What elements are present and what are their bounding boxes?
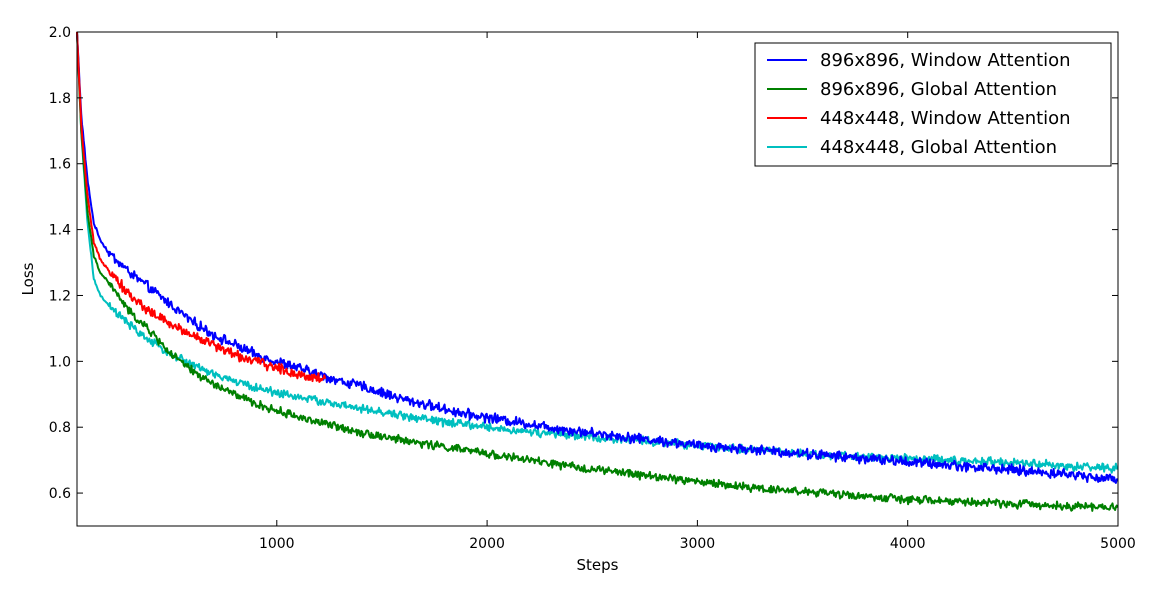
ticks-layer: 1000 2000 3000 4000 5000 0.6 0.8 1.0 1.2 1.4 1.6 1.… [49,25,1136,552]
y-tick-label: 0.6 [49,486,71,502]
x-axis-label: Steps [577,556,619,574]
y-tick-label: 1.6 [49,157,71,173]
x-tick-label: 4000 [890,536,926,552]
legend-entry: 448x448, Window Attention [820,108,1071,129]
series-line-2 [76,31,327,383]
x-tick-label: 5000 [1100,536,1136,552]
y-tick-label: 1.8 [49,91,71,107]
x-tick-label: 2000 [469,536,505,552]
legend-entry: 896x896, Global Attention [820,79,1057,100]
y-tick-label: 1.2 [49,288,71,304]
legend-entry: 896x896, Window Attention [820,50,1071,71]
series-line-1 [76,31,1119,512]
y-axis-label: Loss [19,262,37,295]
legend: 896x896, Window Attention 896x896, Global… [754,42,1112,167]
series-line-0 [76,31,1119,484]
series-line-3 [76,31,1119,474]
x-tick-label: 3000 [680,536,716,552]
y-tick-label: 2.0 [49,25,71,41]
y-tick-label: 1.0 [49,354,71,370]
y-tick-label: 0.8 [49,420,71,436]
legend-box [754,42,1112,167]
x-tick-label: 1000 [259,536,295,552]
plot-frame [76,31,1119,527]
legend-entry: 448x448, Global Attention [820,137,1057,158]
y-tick-label: 1.4 [49,223,71,239]
series-layer [76,31,1119,512]
